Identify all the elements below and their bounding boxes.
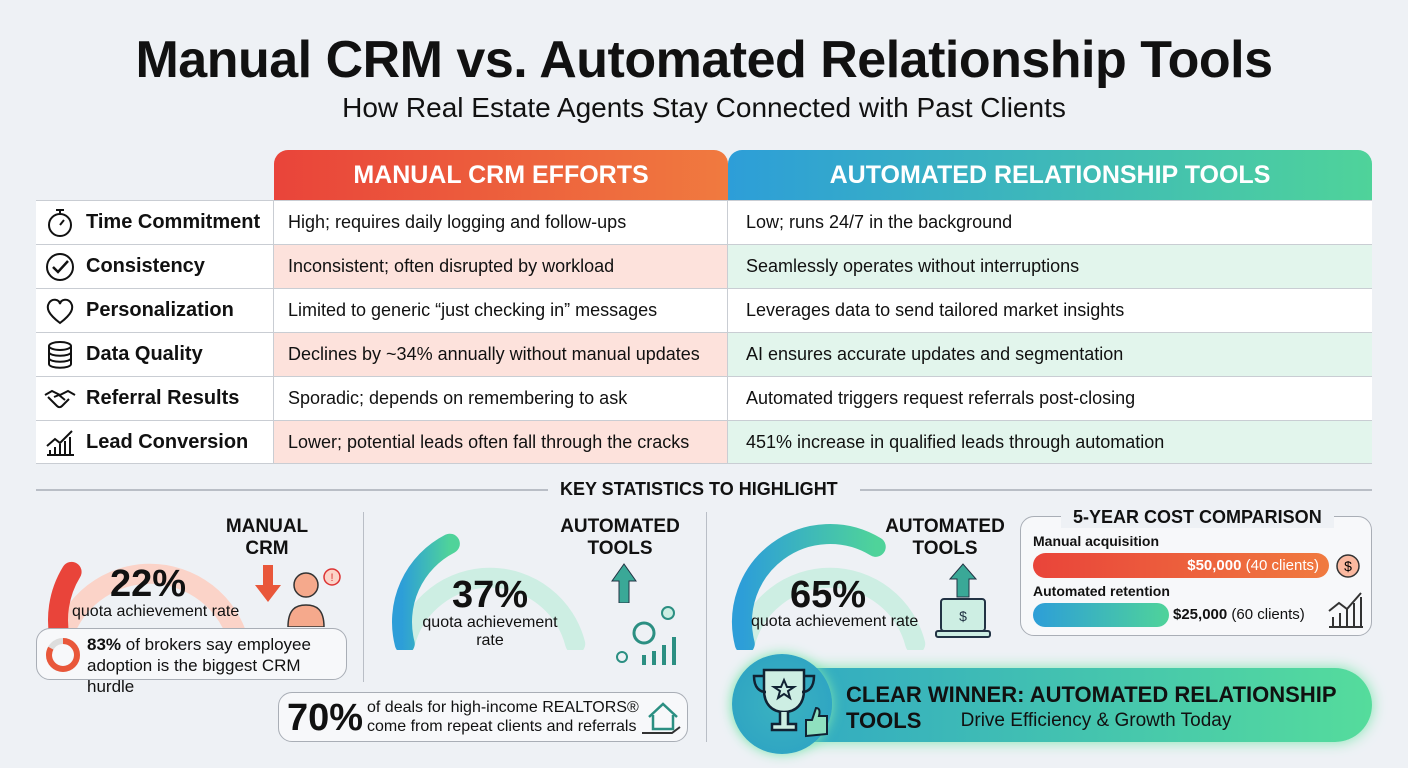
manual-cell: High; requires daily logging and follow-…: [274, 201, 728, 244]
repeat-clients-value: 70%: [287, 697, 364, 739]
growth-chart-icon: [46, 430, 74, 456]
house-hand-icon: [642, 702, 681, 734]
manual-quota-value: 22%: [110, 563, 187, 605]
growth-chart-icon: [1328, 592, 1363, 628]
manual-cost-bar: $50,000 (40 clients): [1033, 553, 1329, 578]
automated-quota-value-65: 65%: [790, 574, 867, 616]
row-label: Consistency: [36, 245, 274, 288]
row-label: Time Commitment: [36, 201, 274, 244]
automated-quota-gauge-65: [732, 524, 926, 650]
manual-cell: Limited to generic “just checking in” me…: [274, 289, 728, 332]
adoption-value: 83%: [87, 635, 122, 654]
winner-title: CLEAR WINNER: AUTOMATED RELATIONSHIP TOO…: [846, 682, 1337, 733]
winner-subtitle: Drive Efficiency & Growth Today: [960, 710, 1232, 731]
stressed-agent-icon: !: [287, 568, 341, 627]
dollar-coin-icon: $: [1336, 554, 1360, 578]
divider: [860, 489, 1372, 491]
heart-icon: [46, 298, 74, 324]
divider: [706, 512, 707, 742]
manual-cell: Sporadic; depends on remembering to ask: [274, 377, 728, 420]
manual-column-header: MANUAL CRM EFFORTS: [274, 150, 728, 200]
page-subtitle: How Real Estate Agents Stay Connected wi…: [342, 92, 1066, 123]
manual-cell: Lower; potential leads often fall throug…: [274, 421, 728, 463]
automated-quota-gauge-37: [392, 533, 586, 650]
automated-retention-label: Automated retention: [1033, 583, 1170, 599]
gauge-track: [51, 563, 249, 640]
trophy-thumbs-up-icon: [752, 668, 828, 738]
stopwatch-icon: [48, 208, 72, 237]
svg-text:!: !: [330, 572, 333, 584]
repeat-clients-stat-card: 70% of deals for high-income REALTORS® co…: [278, 692, 688, 742]
adoption-stat-card: 83% of brokers say employee adoption is t…: [36, 628, 347, 696]
database-icon: [48, 340, 72, 369]
automated-cell: 451% increase in qualified leads through…: [728, 421, 1372, 463]
page-title: Manual CRM vs. Automated Relationship To…: [135, 31, 1273, 89]
up-arrow-icon: [611, 563, 637, 603]
automated-cell: Seamlessly operates without interruption…: [728, 245, 1372, 288]
handshake-icon: [44, 389, 76, 408]
automated-cell: AI ensures accurate updates and segmenta…: [728, 333, 1372, 376]
automated-tools-label-2: AUTOMATED TOOLS: [885, 516, 1005, 559]
automated-cell: Leverages data to send tailored market i…: [746, 300, 1125, 320]
manual-cell: Inconsistent; often disrupted by workloa…: [274, 245, 728, 288]
automated-cell: Low; runs 24/7 in the background: [746, 212, 1013, 232]
automated-quota-value-37: 37%: [452, 574, 529, 616]
manual-crm-label: MANUAL CRM: [225, 516, 309, 559]
automated-quota-caption: quota achievement rate: [751, 613, 919, 630]
divider: [363, 512, 364, 682]
automated-cost-bar: [1033, 603, 1169, 627]
automated-tools-label: AUTOMATED TOOLS: [560, 516, 680, 559]
cost-comparison-card: 5-YEAR COST COMPARISON Manual acquisitio…: [1020, 507, 1372, 636]
divider: [36, 489, 548, 491]
adoption-donut-icon: [46, 638, 80, 672]
table-row: Consistency Inconsistent; often disrupted…: [36, 244, 1372, 288]
table-row: Lead Conversion Lower; potential leads of…: [36, 420, 1372, 464]
svg-text:$: $: [959, 608, 967, 624]
automated-column-header: AUTOMATED RELATIONSHIP TOOLS: [728, 150, 1372, 200]
automation-gear-icon: [616, 606, 676, 665]
row-label: Data Quality: [36, 333, 274, 376]
down-arrow-icon: [255, 565, 281, 602]
laptop-dollar-icon: $: [935, 563, 991, 638]
table-row: Referral Results Sporadic; depends on rem…: [36, 376, 1372, 420]
clear-winner-banner: CLEAR WINNER: AUTOMATED RELATIONSHIP TOO…: [732, 654, 1372, 754]
check-circle-icon: [46, 252, 74, 281]
key-stats-heading: KEY STATISTICS TO HIGHLIGHT: [560, 479, 838, 499]
table-row: Data Quality Declines by ~34% annually wi…: [36, 332, 1372, 376]
table-row: Time Commitment High; requires daily logg…: [36, 200, 1372, 244]
automated-cost-amount: $25,000: [1173, 606, 1228, 623]
row-label: Referral Results: [36, 377, 274, 420]
svg-text:$: $: [1344, 558, 1352, 574]
manual-cell: Declines by ~34% annually without manual…: [274, 333, 728, 376]
manual-quota-caption: quota achievement rate: [72, 603, 240, 620]
row-label: Personalization: [36, 289, 274, 332]
manual-acquisition-label: Manual acquisition: [1033, 533, 1160, 549]
cost-comparison-title: 5-YEAR COST COMPARISON: [1061, 507, 1334, 528]
table-row: Personalization Limited to generic “just …: [36, 288, 1372, 332]
automated-cell: Automated triggers request referrals pos…: [746, 388, 1136, 408]
row-label: Lead Conversion: [36, 421, 274, 463]
